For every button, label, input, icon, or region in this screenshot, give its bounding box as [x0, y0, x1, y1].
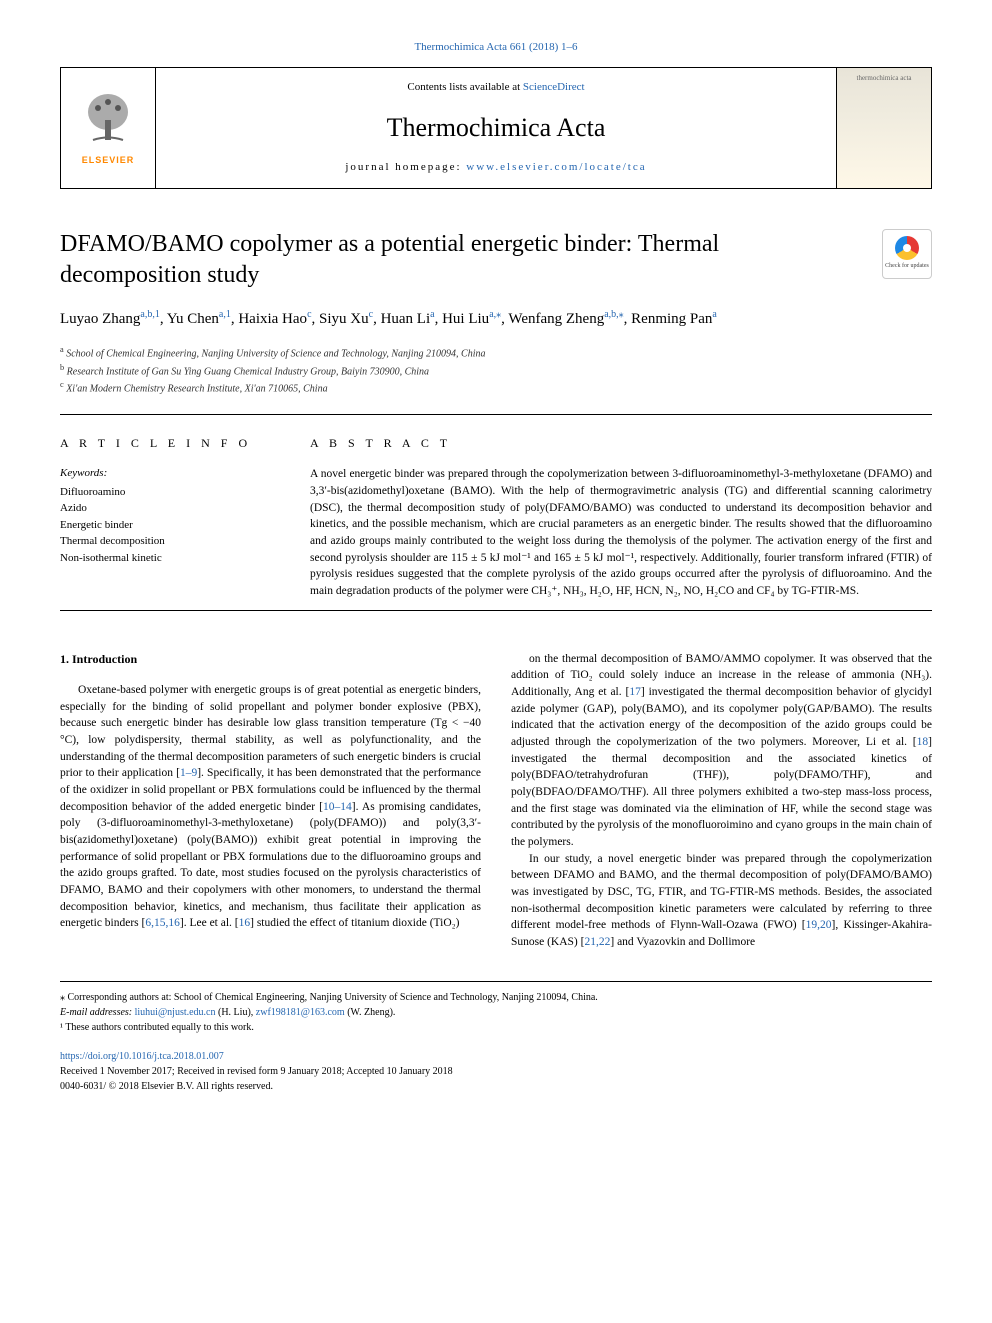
citation-header: Thermochimica Acta 661 (2018) 1–6 [60, 40, 932, 55]
ref-link[interactable]: 17 [629, 686, 641, 698]
body-right-column: on the thermal decomposition of BAMO/AMM… [511, 651, 932, 951]
affiliations-list: a School of Chemical Engineering, Nanjin… [60, 344, 932, 396]
ref-link[interactable]: 16 [239, 917, 251, 929]
keywords-list: DifluoroaminoAzidoEnergetic binderTherma… [60, 484, 270, 567]
body-paragraph: In our study, a novel energetic binder w… [511, 851, 932, 951]
authors-list: Luyao Zhanga,b,1, Yu Chena,1, Haixia Hao… [60, 307, 932, 331]
elsevier-name: ELSEVIER [82, 154, 135, 167]
keyword-item: Difluoroamino [60, 484, 270, 501]
abstract-text: A novel energetic binder was prepared th… [310, 466, 932, 599]
journal-header: ELSEVIER Contents lists available at Sci… [60, 67, 932, 188]
abstract-block: A B S T R A C T A novel energetic binder… [310, 435, 932, 599]
email-name-1: (H. Liu), [216, 1007, 256, 1018]
ref-link[interactable]: 1–9 [180, 767, 197, 779]
email-label: E-mail addresses: [60, 1007, 135, 1018]
received-dates: Received 1 November 2017; Received in re… [60, 1064, 932, 1079]
body-left-column: 1. Introduction Oxetane-based polymer wi… [60, 651, 481, 951]
journal-homepage: journal homepage: www.elsevier.com/locat… [168, 160, 824, 175]
doi-block: https://doi.org/10.1016/j.tca.2018.01.00… [60, 1049, 932, 1094]
corresponding-note: ⁎ Corresponding authors at: School of Ch… [60, 990, 932, 1005]
contents-line: Contents lists available at ScienceDirec… [168, 80, 824, 95]
divider-bottom [60, 610, 932, 611]
ref-link[interactable]: 21,22 [584, 936, 610, 948]
ref-link[interactable]: 6,15,16 [145, 917, 180, 929]
divider-top [60, 414, 932, 415]
email-link-1[interactable]: liuhui@njust.edu.cn [135, 1007, 216, 1018]
copyright-line: 0040-6031/ © 2018 Elsevier B.V. All righ… [60, 1079, 932, 1094]
email-line: E-mail addresses: liuhui@njust.edu.cn (H… [60, 1005, 932, 1020]
ref-link[interactable]: 18 [917, 736, 929, 748]
cover-label: thermochimica acta [837, 74, 931, 84]
journal-title: Thermochimica Acta [168, 110, 824, 146]
check-updates-label: Check for updates [885, 262, 929, 270]
equal-contribution-note: ¹ These authors contributed equally to t… [60, 1020, 932, 1035]
email-link-2[interactable]: zwf198181@163.com [256, 1007, 345, 1018]
check-updates-button[interactable]: Check for updates [882, 229, 932, 279]
article-title: DFAMO/BAMO copolymer as a potential ener… [60, 229, 862, 291]
citation-link[interactable]: Thermochimica Acta 661 (2018) 1–6 [414, 41, 577, 53]
ref-link[interactable]: 19,20 [806, 919, 832, 931]
journal-cover-thumb: thermochimica acta [836, 68, 931, 187]
footnotes-block: ⁎ Corresponding authors at: School of Ch… [60, 981, 932, 1035]
affiliation-item: b Research Institute of Gan Su Ying Guan… [60, 362, 932, 379]
article-info-block: A R T I C L E I N F O Keywords: Difluoro… [60, 435, 270, 599]
journal-center-block: Contents lists available at ScienceDirec… [156, 68, 836, 187]
elsevier-tree-icon [78, 90, 138, 150]
contents-prefix: Contents lists available at [407, 81, 522, 93]
abstract-header: A B S T R A C T [310, 435, 932, 452]
email-name-2: (W. Zheng). [345, 1007, 396, 1018]
ref-link[interactable]: 10–14 [323, 801, 352, 813]
crossmark-icon [895, 236, 919, 260]
body-paragraph: Oxetane-based polymer with energetic gro… [60, 682, 481, 932]
doi-link[interactable]: https://doi.org/10.1016/j.tca.2018.01.00… [60, 1051, 224, 1062]
homepage-label: journal homepage: [345, 161, 466, 173]
body-paragraph: on the thermal decomposition of BAMO/AMM… [511, 651, 932, 851]
sciencedirect-link[interactable]: ScienceDirect [523, 81, 585, 93]
elsevier-logo: ELSEVIER [61, 68, 156, 187]
affiliation-item: c Xi'an Modern Chemistry Research Instit… [60, 379, 932, 396]
homepage-link[interactable]: www.elsevier.com/locate/tca [466, 161, 646, 173]
keyword-item: Thermal decomposition [60, 533, 270, 550]
article-info-header: A R T I C L E I N F O [60, 435, 270, 452]
keyword-item: Azido [60, 500, 270, 517]
keywords-label: Keywords: [60, 466, 270, 481]
keyword-item: Energetic binder [60, 517, 270, 534]
intro-heading: 1. Introduction [60, 651, 481, 668]
affiliation-item: a School of Chemical Engineering, Nanjin… [60, 344, 932, 361]
keyword-item: Non-isothermal kinetic [60, 550, 270, 567]
